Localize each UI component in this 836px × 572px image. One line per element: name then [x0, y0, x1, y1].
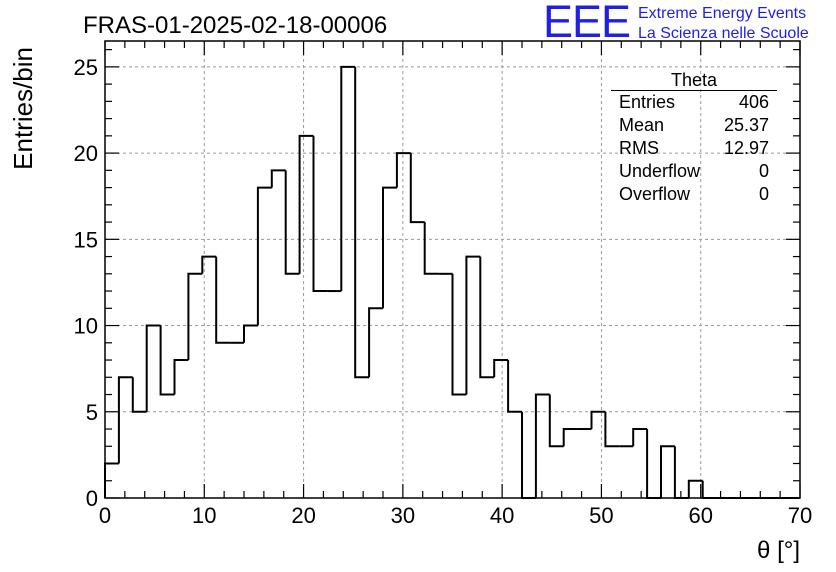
x-tick-label: 0: [99, 503, 111, 528]
stats-title: Theta: [611, 70, 777, 91]
histogram-bin: [701, 480, 717, 499]
stats-row-rms: RMS 12.97: [611, 137, 777, 160]
histogram-bin: [215, 256, 231, 344]
x-tick-label: 10: [192, 503, 216, 528]
stats-row-mean: Mean 25.37: [611, 114, 777, 137]
histogram-bin: [354, 66, 370, 379]
histogram-bin: [562, 428, 578, 447]
histogram-bin: [284, 170, 300, 275]
stats-label: Underflow: [619, 161, 701, 181]
chart-title: FRAS-01-2025-02-18-00006: [83, 12, 387, 39]
histogram-bin: [632, 428, 648, 447]
stats-row-entries: Entries 406: [611, 91, 777, 114]
histogram-bin: [256, 186, 272, 326]
histogram-bin: [604, 411, 620, 448]
histogram-bin: [312, 135, 328, 293]
y-tick-label: 15: [74, 227, 98, 252]
histogram-bin: [145, 324, 161, 412]
grid-lines: [105, 41, 800, 498]
axes-frame: [104, 40, 801, 499]
histogram-bin: [660, 445, 675, 498]
histogram-bin: [382, 186, 397, 309]
y-axis-label: Entries/bin: [8, 47, 38, 170]
x-tick-label: 50: [589, 503, 613, 528]
histogram-bin: [479, 256, 495, 379]
y-tick-label: 0: [86, 486, 98, 511]
histogram-bin: [451, 273, 467, 396]
x-tick-label: 40: [490, 503, 514, 528]
histogram-bin: [423, 222, 439, 275]
axis-ticks: [104, 41, 801, 499]
stats-row-overflow: Overflow 0: [611, 183, 777, 206]
histogram-bars: [104, 65, 800, 499]
y-tick-label: 25: [74, 55, 98, 80]
histogram-bin: [687, 479, 703, 498]
logo-subtitle-1: Extreme Energy Events: [638, 5, 807, 22]
histogram-bin: [548, 394, 564, 448]
eee-logo-mark: EEE: [543, 0, 631, 47]
x-tick-label: 30: [391, 503, 415, 528]
histogram-bin: [521, 411, 536, 499]
histogram-bin: [493, 359, 509, 378]
tick-labels: 0 10 20 30 40 50 60 70 0 5 10 15 20 25: [74, 55, 813, 528]
plot-frame: [104, 40, 801, 499]
histogram-bin: [507, 360, 522, 413]
histogram-bin: [159, 325, 175, 396]
histogram-bin: [395, 152, 411, 188]
stats-label: Overflow: [619, 184, 691, 204]
y-tick-label: 10: [74, 314, 98, 339]
histogram-bin: [173, 359, 189, 395]
x-axis-label: θ [°]: [757, 537, 800, 564]
y-tick-label: 20: [74, 141, 98, 166]
histogram-bin: [368, 307, 383, 378]
histogram-bin: [117, 376, 133, 464]
histogram-bin: [243, 324, 258, 343]
histogram-bin: [590, 410, 606, 430]
x-tick-label: 60: [688, 503, 712, 528]
stats-value: 25.37: [723, 115, 769, 135]
stats-label: Mean: [619, 115, 665, 135]
stats-box: Theta Entries 406 Mean 25.37 RMS 12.97 U…: [611, 70, 777, 206]
x-tick-label: 20: [291, 503, 315, 528]
stats-value: 406: [738, 92, 769, 112]
histogram-bin: [534, 393, 550, 498]
histogram-bin: [409, 153, 425, 224]
stats-label: Entries: [619, 92, 676, 112]
stats-label: RMS: [619, 138, 659, 158]
histogram-bin: [201, 255, 217, 274]
x-tick-label: 70: [788, 503, 812, 528]
histogram-bin: [465, 255, 481, 395]
histogram-bin: [340, 65, 356, 292]
stats-value: 0: [758, 184, 769, 204]
histogram-bin: [270, 169, 286, 188]
histogram-bin: [646, 429, 661, 499]
y-tick-label: 5: [86, 400, 98, 425]
logo-subtitle-2: La Scienza nelle Scuole: [638, 25, 809, 42]
histogram-bin: [131, 377, 147, 413]
stats-value: 0: [758, 161, 769, 181]
histogram-bin: [673, 446, 689, 499]
histogram-bin: [187, 272, 203, 361]
stats-value: 12.97: [723, 138, 769, 158]
stats-row-underflow: Underflow 0: [611, 160, 777, 183]
eee-logo: EEE Extreme Energy Events La Scienza nel…: [543, 0, 833, 47]
histogram-bin: [298, 134, 314, 274]
